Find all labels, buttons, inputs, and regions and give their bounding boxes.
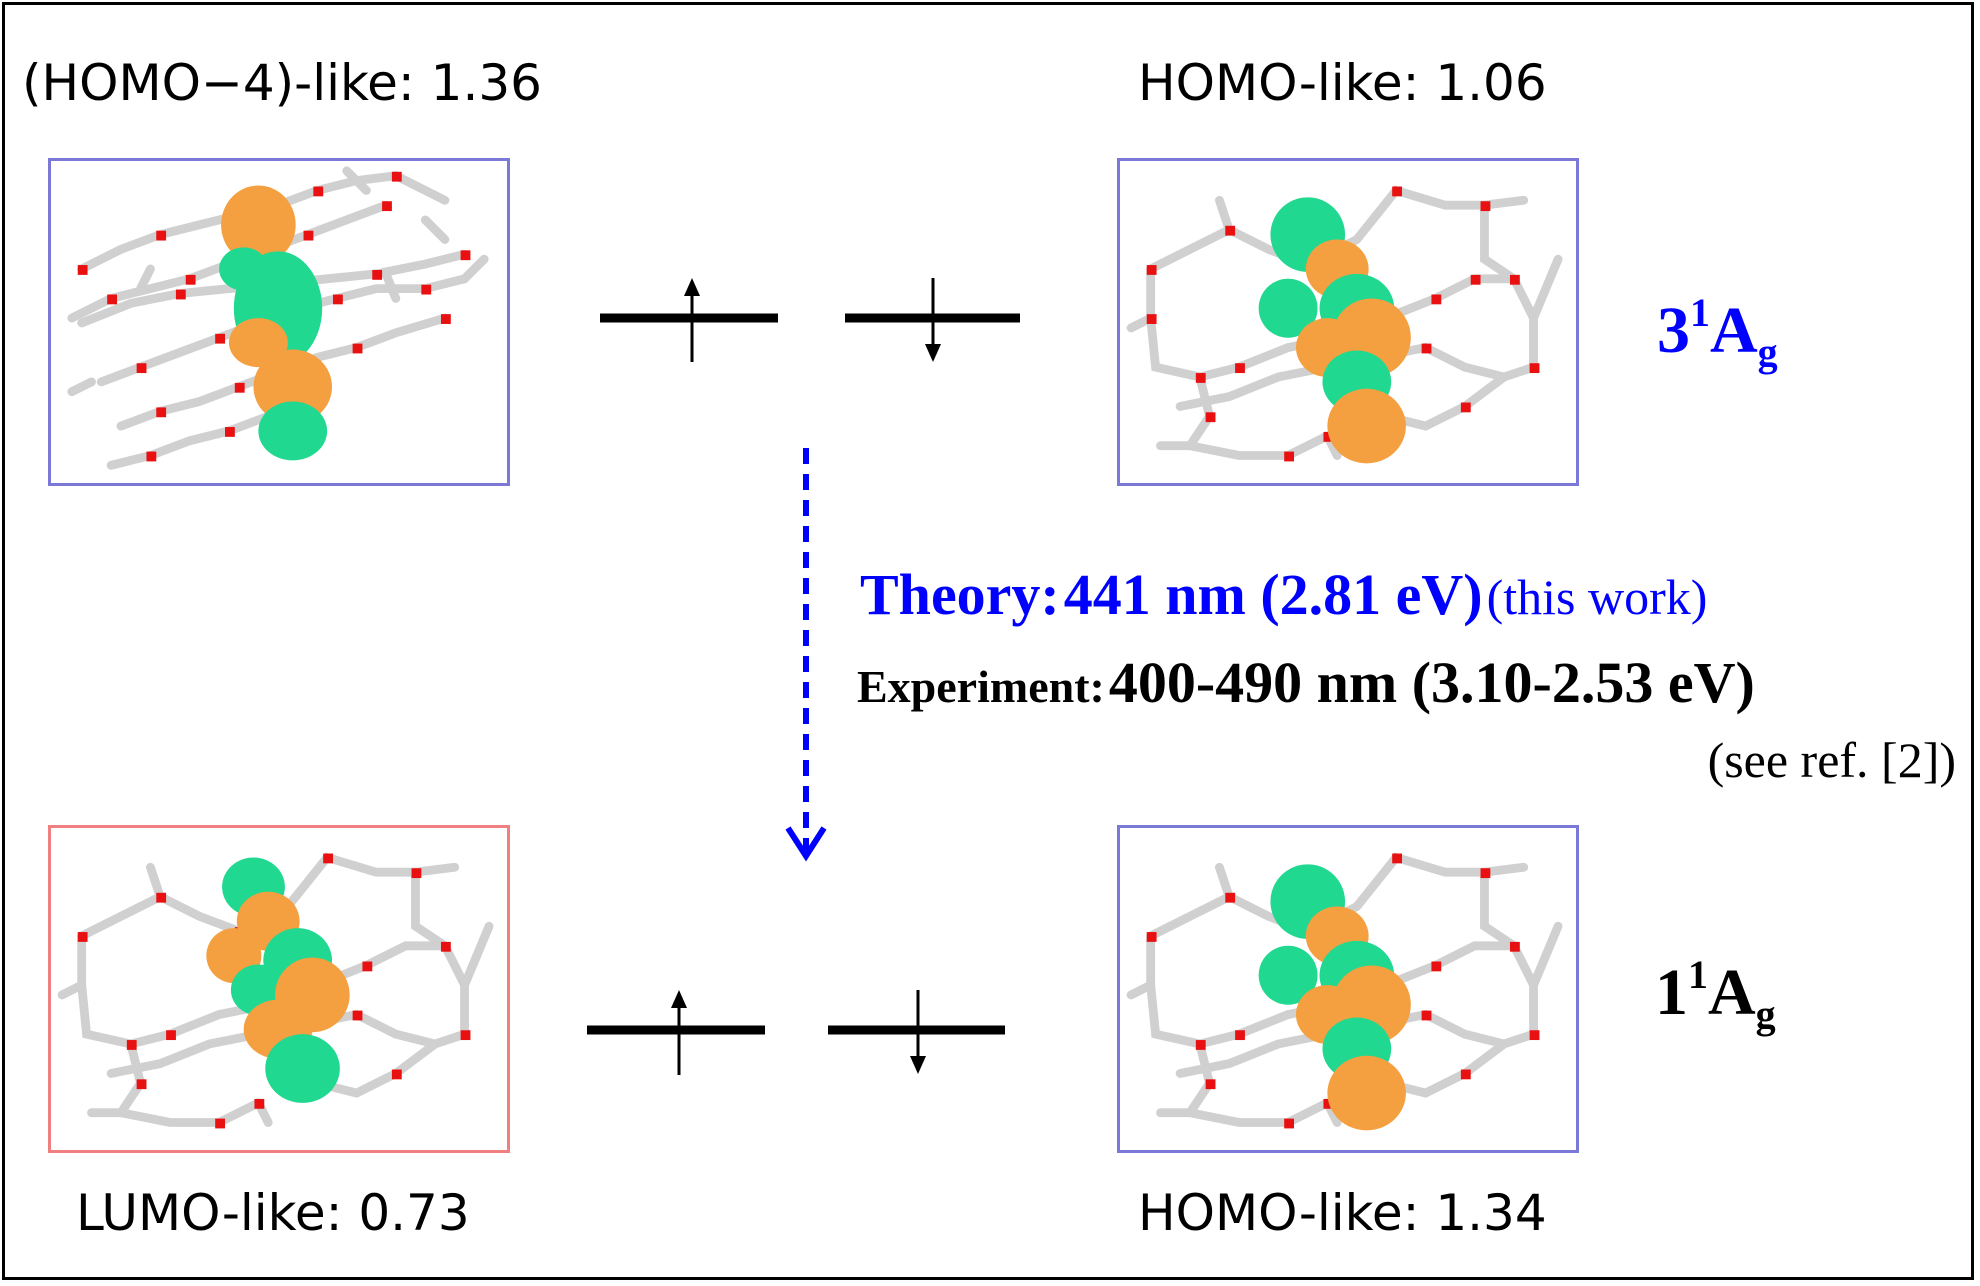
molecule-structure-homo-bottom — [1126, 852, 1563, 1131]
transition-arrow — [785, 448, 827, 862]
homo-4-orbital-panel — [48, 158, 510, 486]
orbital-lobes-homo-top — [1258, 197, 1411, 464]
theory-prefix: Theory: — [860, 562, 1060, 627]
orbital-lobes-homo-bottom — [1258, 864, 1411, 1131]
molecule-structure-homo-top — [1126, 185, 1563, 464]
lumo-label: LUMO-like: 0.73 — [76, 1184, 470, 1242]
theory-line: Theory: 441 nm (2.81 eV) (this work) — [860, 566, 1707, 624]
experiment-prefix: Experiment: — [857, 661, 1105, 712]
homo-top-orbital-panel — [1117, 158, 1579, 486]
ground-state-label: 11Ag — [1655, 952, 1776, 1037]
excited-state-label: 31Ag — [1657, 290, 1778, 375]
lumo-orbital-panel — [48, 825, 510, 1153]
homo-4-label: (HOMO−4)-like: 1.36 — [22, 54, 542, 112]
spin-up-arrow-ground — [671, 990, 687, 1075]
ground-state-levels — [587, 990, 1005, 1075]
theory-value: 441 nm (2.81 eV) — [1063, 562, 1483, 627]
spin-down-arrow-excited — [925, 278, 941, 362]
molecule-structure-homo-4 — [67, 166, 489, 470]
homo-bottom-label: HOMO-like: 1.34 — [1138, 1184, 1547, 1242]
excited-state-levels — [600, 278, 1020, 362]
experiment-line: Experiment: 400-490 nm (3.10-2.53 eV) — [857, 654, 1755, 712]
orbital-lobes-homo-4 — [219, 185, 333, 461]
spin-up-arrow-excited — [684, 278, 700, 362]
theory-note: (this work) — [1486, 569, 1708, 625]
spin-down-arrow-ground — [910, 990, 926, 1074]
orbital-lobes-lumo — [206, 857, 350, 1103]
reference-note: (see ref. [2]) — [1707, 732, 1956, 788]
homo-top-label: HOMO-like: 1.06 — [1138, 54, 1547, 112]
homo-bottom-orbital-panel — [1117, 825, 1579, 1153]
molecule-structure-lumo — [57, 852, 494, 1129]
experiment-value: 400-490 nm (3.10-2.53 eV) — [1108, 650, 1755, 715]
